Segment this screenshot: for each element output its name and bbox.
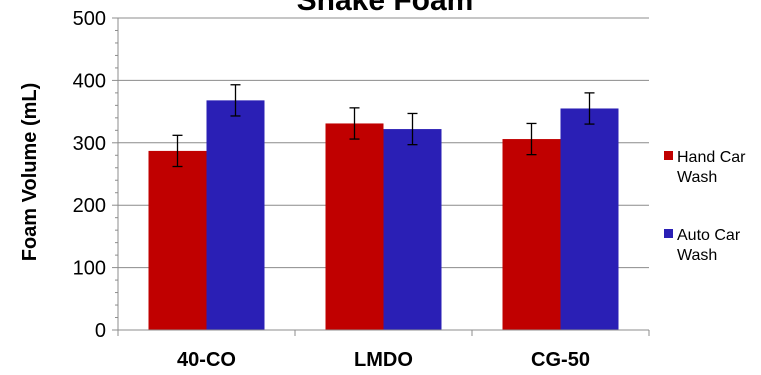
y-tick-label: 300 — [73, 133, 106, 155]
x-tick-label: 40-CO — [177, 349, 236, 371]
bar — [206, 100, 265, 330]
tick-labels: 0 100 200 300 400 500 40-CO LMDO CG-50 — [73, 8, 590, 371]
legend-label: Wash — [677, 247, 717, 264]
bars — [148, 84, 619, 331]
y-tick-label: 0 — [95, 320, 106, 342]
y-tick-label: 200 — [73, 195, 106, 217]
x-tick-label: CG-50 — [531, 349, 590, 371]
bar — [502, 139, 561, 330]
legend: Hand Car Wash Auto Car Wash — [664, 149, 746, 264]
legend-label: Hand Car — [677, 149, 746, 166]
y-tick-label: 100 — [73, 258, 106, 280]
bar — [325, 123, 384, 331]
bar — [148, 150, 207, 330]
y-axis-title: Foam Volume (mL) — [19, 83, 41, 262]
legend-label: Auto Car — [677, 227, 741, 244]
legend-swatch — [664, 229, 673, 238]
legend-label: Wash — [677, 169, 717, 186]
chart-title: Snake Foam — [297, 0, 474, 17]
x-tick-label: LMDO — [354, 349, 413, 371]
bar — [383, 129, 442, 330]
y-tick-label: 400 — [73, 70, 106, 92]
bar — [560, 108, 619, 330]
legend-swatch — [664, 151, 673, 160]
axes — [112, 17, 650, 336]
y-tick-label: 500 — [73, 8, 106, 30]
